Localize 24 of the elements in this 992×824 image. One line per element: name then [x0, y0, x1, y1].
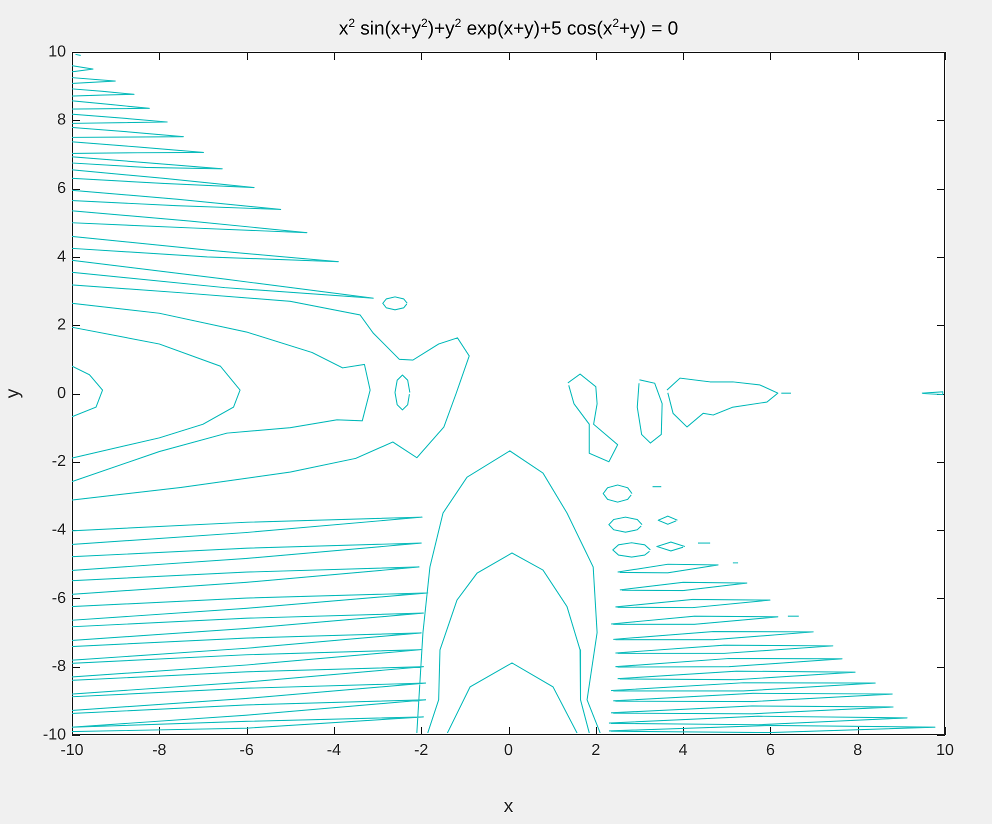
y-tick-label: -2: [52, 453, 66, 470]
x-tick-label: 8: [853, 742, 862, 760]
x-tick-label: 6: [766, 742, 775, 760]
x-tick-label: -8: [152, 742, 167, 760]
x-tick-label: 2: [591, 742, 600, 760]
x-tick-label: -4: [326, 742, 342, 760]
y-tick-label: -4: [52, 522, 66, 539]
x-tick-label: -6: [239, 742, 254, 760]
x-axis-title: x: [504, 796, 514, 817]
chart-title: x$^{2}$ sin(x+y$^{2}$)+y$^{2}$ exp(x+y)+5 cos(x$^{2}$+y) = 0: [338, 16, 678, 40]
x-tick-label: -2: [414, 742, 428, 760]
y-tick-label: 0: [57, 384, 66, 402]
y-axis-title: y: [2, 388, 24, 398]
y-tick-label: 4: [57, 248, 66, 266]
y-tick-label: 2: [57, 316, 66, 334]
y-tick-label: -8: [52, 658, 66, 676]
x-tick-label: 4: [678, 742, 688, 760]
y-tick-label: 10: [48, 43, 66, 60]
x-tick-label: 0: [504, 742, 514, 760]
x-tick-label: 10: [936, 742, 954, 760]
y-tick-label: 8: [57, 112, 66, 129]
y-tick-label: 6: [57, 180, 66, 198]
y-tick-label: -10: [42, 726, 66, 744]
y-tick-label: -6: [52, 590, 66, 607]
